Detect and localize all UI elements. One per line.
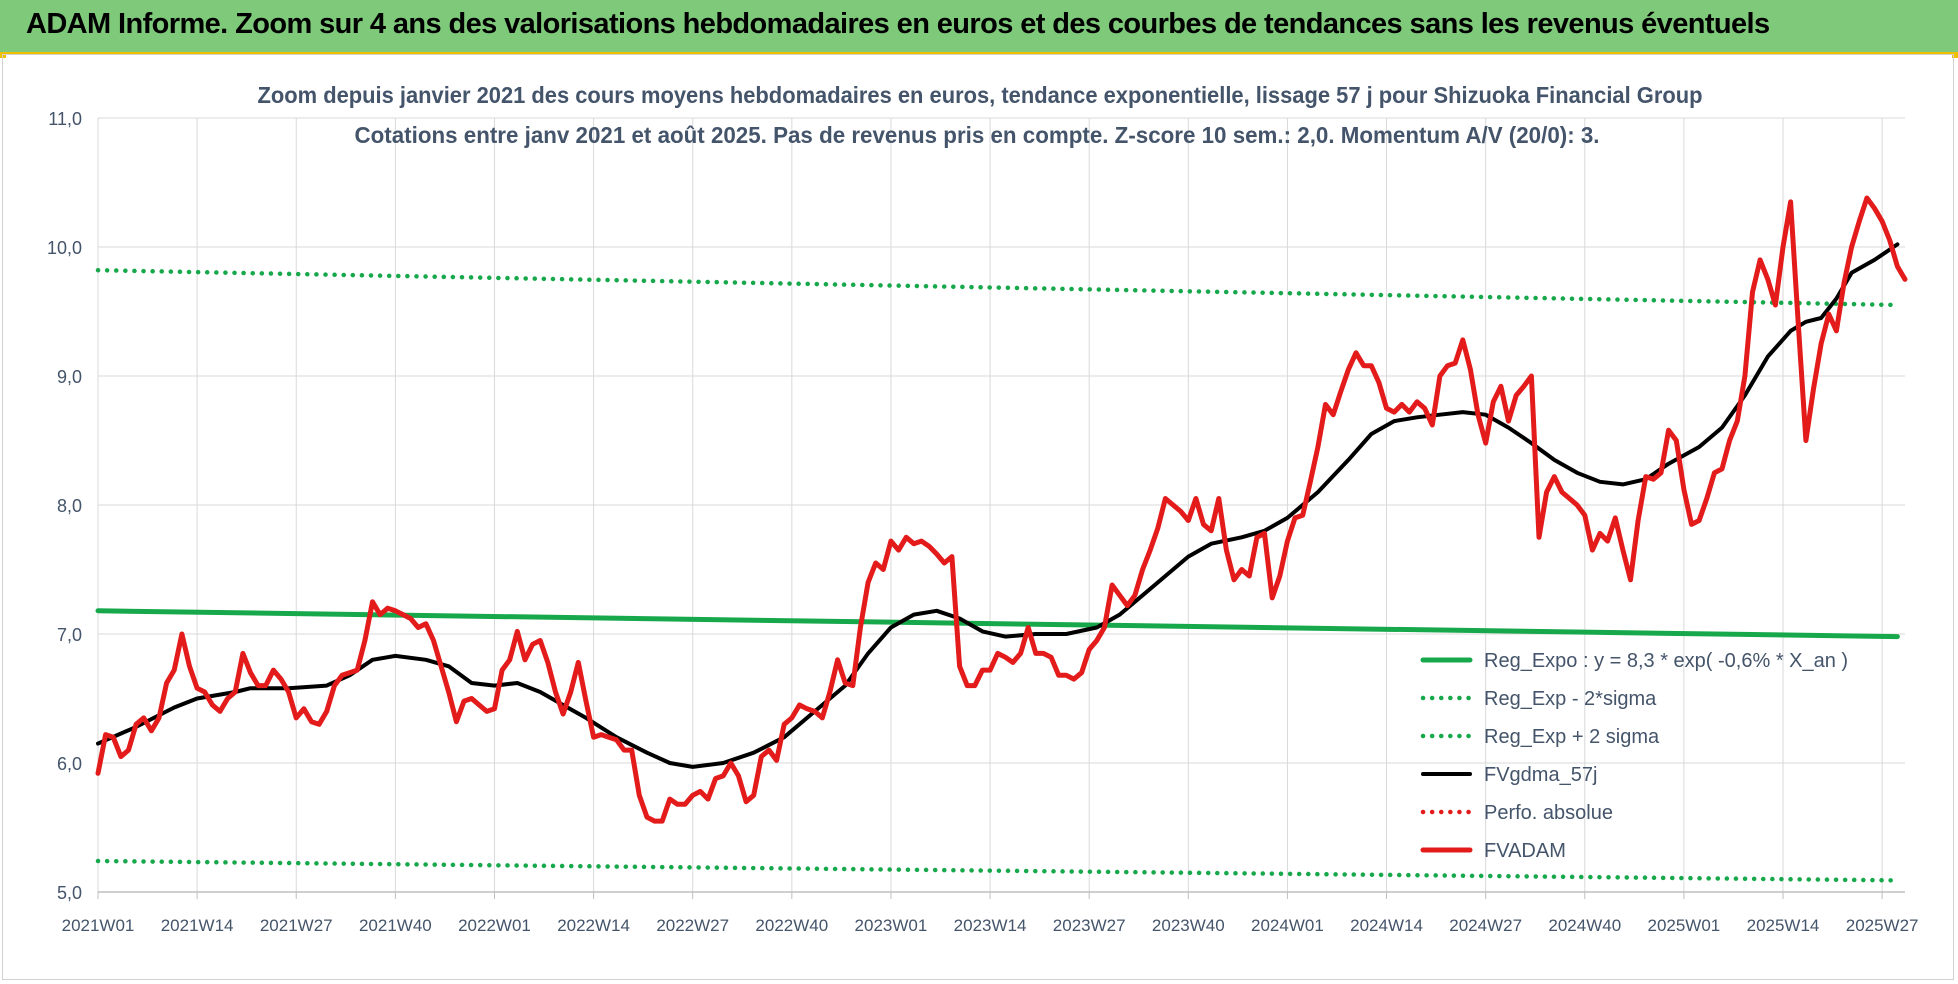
legend-label: Reg_Exp - 2*sigma	[1484, 688, 1657, 710]
y-tick-label: 8,0	[57, 496, 82, 516]
x-tick-label: 2021W40	[359, 916, 432, 935]
x-tick-label: 2021W01	[62, 916, 135, 935]
x-tick-label: 2024W14	[1350, 916, 1423, 935]
axes: 5,0 6,0 7,0 8,0 9,0 10,0 11,0 2021W01 2021W14 202…	[47, 109, 1919, 935]
series-line-2	[95, 267, 1900, 308]
x-tick-label: 2021W14	[161, 916, 234, 935]
y-tick-label: 6,0	[57, 754, 82, 774]
frame-corner-right	[1952, 52, 1958, 58]
grid-lines	[97, 117, 1905, 893]
x-tick-label: 2023W40	[1152, 916, 1225, 935]
y-tick-label: 7,0	[57, 625, 82, 645]
x-tick-label: 2023W01	[855, 916, 928, 935]
chart-title: Zoom depuis janvier 2021 des cours moyen…	[258, 82, 1703, 108]
x-tick-label: 2023W14	[954, 916, 1027, 935]
x-tick-label: 2025W27	[1846, 916, 1919, 935]
series-line-1	[95, 858, 1900, 883]
legend-label: Perfo. absolue	[1484, 802, 1613, 824]
legend-label: FVADAM	[1484, 840, 1566, 862]
x-tick-label: 2024W40	[1548, 916, 1621, 935]
series-layer	[95, 195, 1908, 883]
frame-corner-left	[0, 52, 6, 58]
x-tick-label: 2021W27	[260, 916, 333, 935]
x-tick-label: 2024W01	[1251, 916, 1324, 935]
x-tick-label: 2022W14	[557, 916, 630, 935]
legend: Reg_Expo : y = 8,3 * exp( -0,6% * X_an )…	[1420, 650, 1848, 862]
y-tick-label: 5,0	[57, 883, 82, 903]
legend-label: FVgdma_57j	[1484, 764, 1597, 786]
y-tick-label: 10,0	[47, 238, 82, 258]
title-banner: ADAM Informe. Zoom sur 4 ans des valoris…	[0, 0, 1958, 54]
x-tick-label: 2025W01	[1647, 916, 1720, 935]
y-tick-label: 9,0	[57, 367, 82, 387]
legend-label: Reg_Exp + 2 sigma	[1484, 726, 1660, 748]
legend-label: Reg_Expo : y = 8,3 * exp( -0,6% * X_an )	[1484, 650, 1848, 672]
chart-frame	[2, 54, 1954, 980]
x-tick-label: 2022W27	[656, 916, 729, 935]
series-line-5	[95, 195, 1908, 824]
x-tick-label: 2025W14	[1747, 916, 1820, 935]
x-tick-label: 2024W27	[1449, 916, 1522, 935]
x-tick-label: 2022W01	[458, 916, 531, 935]
series-line-0	[95, 608, 1900, 640]
chart-subtitle: Cotations entre janv 2021 et août 2025. …	[355, 122, 1600, 148]
banner-title: ADAM Informe. Zoom sur 4 ans des valoris…	[26, 8, 1770, 40]
x-tick-label: 2023W27	[1053, 916, 1126, 935]
y-tick-label: 11,0	[48, 109, 82, 129]
x-tick-label: 2022W40	[755, 916, 828, 935]
